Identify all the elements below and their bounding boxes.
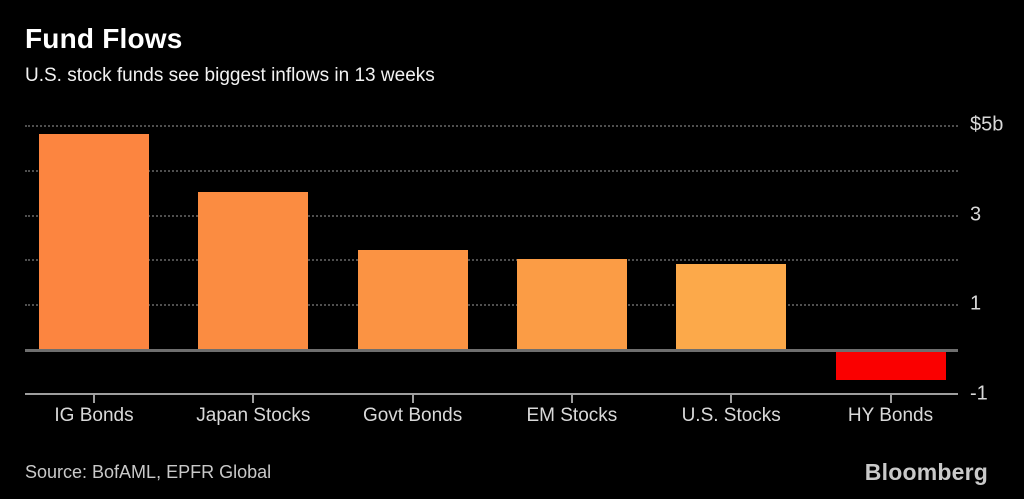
bar-hy-bonds [835,352,946,381]
x-axis-line [25,393,958,395]
bar-em-stocks [516,259,627,349]
y-tick-label-5b: $5b [970,113,1004,136]
x-axis-tick-em-stocks [570,395,573,403]
x-axis-tick-govt-bonds [411,395,414,403]
bar-govt-bonds [357,250,468,349]
gridline-3 [25,214,958,217]
y-tick-label-1: 1 [970,292,982,315]
chart-subtitle: U.S. stock funds see biggest inflows in … [25,64,435,86]
x-axis-tick-ig-bonds [93,395,95,403]
bar-u-s-stocks [676,263,787,349]
bloomberg-logo: Bloomberg [864,458,988,485]
x-axis-tick-u-s-stocks [730,395,733,403]
y-tick-label-1: -1 [970,382,988,405]
y-axis-labels: $5b 3 1 -1 [970,110,1024,405]
gridline-4 [25,169,958,172]
gridline-2 [25,259,958,262]
x-axis-tick-hy-bonds [889,395,892,403]
chart-title: Fund Flows [25,23,183,54]
x-label-u-s-stocks: U.S. Stocks [681,405,781,426]
plot-area: IG Bonds Japan Stocks Govt Bonds EM Stocks U… [25,110,958,426]
bar-japan-stocks [198,192,309,349]
gridline-5 [25,125,958,127]
x-label-japan-stocks: Japan Stocks [196,405,311,426]
x-axis-tick-japan-stocks [252,395,255,403]
gridline-1 [25,304,958,307]
chart-header: Fund Flows U.S. stock funds see biggest … [25,23,435,87]
x-label-ig-bonds: IG Bonds [54,405,134,426]
x-label-em-stocks: EM Stocks [526,405,618,426]
source-note: Source: BofAML, EPFR Global [25,461,272,482]
y-tick-label-3: 3 [970,203,982,226]
x-label-hy-bonds: HY Bonds [847,405,934,426]
chart-footer: Source: BofAML, EPFR Global Bloomberg [25,457,988,487]
bar-ig-bonds [39,133,149,349]
zero-baseline [25,349,958,352]
x-label-govt-bonds: Govt Bonds [362,405,463,426]
